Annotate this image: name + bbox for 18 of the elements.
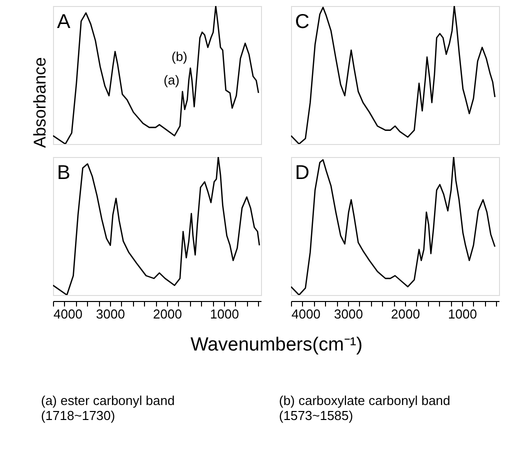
- x-tick-label: 2000: [391, 306, 420, 322]
- chart-title: C: [295, 11, 310, 33]
- x-tick-label: 3000: [334, 306, 363, 322]
- x-axis-title: Wavenumbers(cm⁻¹): [190, 334, 363, 356]
- y-axis-title: Absorbance: [30, 57, 50, 148]
- x-tick-label: 2000: [153, 306, 182, 322]
- x-tick-label: 4000: [54, 306, 82, 322]
- annotation: (a): [164, 72, 180, 88]
- x-tick-label: 4000: [292, 306, 320, 322]
- annotation: (b): [172, 49, 188, 64]
- chart-title: D: [295, 162, 310, 184]
- x-tick-label: 1000: [448, 306, 477, 322]
- x-tick-label: 3000: [96, 306, 125, 322]
- x-tick-label: 1000: [210, 306, 239, 322]
- chart-title: B: [57, 162, 70, 184]
- chart-title: A: [57, 11, 71, 33]
- text: (b) carboxylate carbonyl band (1573~1585): [279, 393, 450, 423]
- text: (a) ester carbonyl band (1718~1730): [41, 393, 175, 423]
